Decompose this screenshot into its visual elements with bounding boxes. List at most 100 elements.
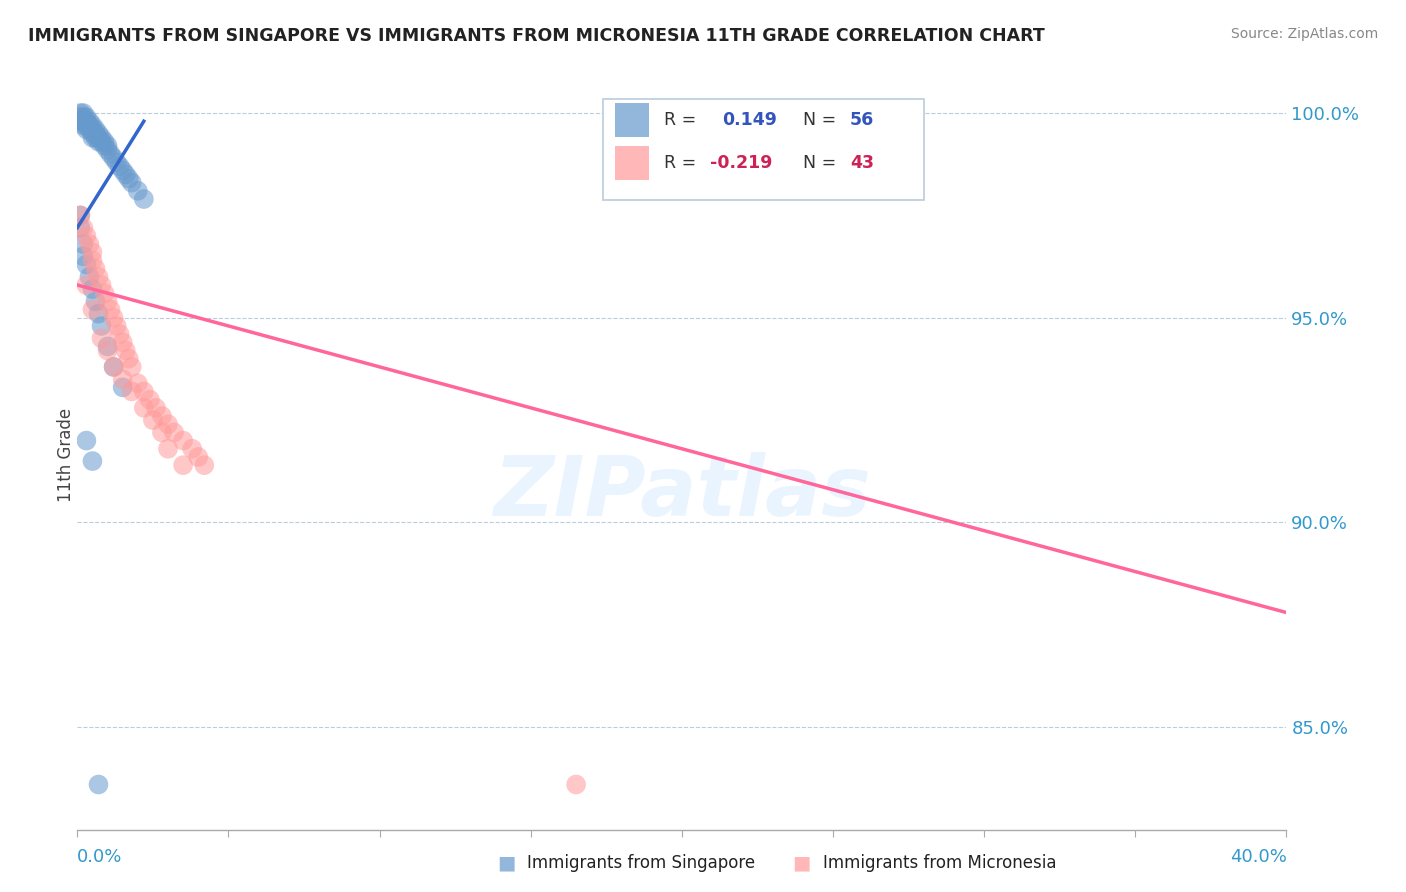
Point [187, 450, 209, 464]
Text: 40.0%: 40.0% [1230, 848, 1286, 866]
Point [132, 192, 155, 206]
Point [114, 168, 136, 182]
Point [145, 401, 167, 415]
Point [96, 339, 118, 353]
Point [72, 114, 94, 128]
Point [75, 434, 97, 448]
Point [84, 261, 107, 276]
Point [142, 413, 165, 427]
Point [84, 127, 107, 141]
Point [121, 359, 143, 374]
Point [150, 409, 173, 423]
Point [103, 359, 125, 374]
Point [84, 122, 107, 136]
Point [114, 343, 136, 358]
FancyBboxPatch shape [616, 103, 650, 136]
Text: R =: R = [664, 111, 707, 129]
Point [96, 138, 118, 153]
Point [87, 778, 110, 792]
Point [108, 159, 131, 173]
Point [79, 114, 101, 128]
Point [82, 454, 104, 468]
Point [121, 176, 143, 190]
Point [79, 237, 101, 252]
Text: IMMIGRANTS FROM SINGAPORE VS IMMIGRANTS FROM MICRONESIA 11TH GRADE CORRELATION C: IMMIGRANTS FROM SINGAPORE VS IMMIGRANTS … [28, 27, 1045, 45]
Point [79, 269, 101, 284]
Text: Immigrants from Singapore: Immigrants from Singapore [527, 855, 755, 872]
Point [69, 208, 91, 222]
Text: -0.219: -0.219 [710, 153, 772, 171]
Point [100, 302, 122, 317]
Point [75, 122, 97, 136]
Point [111, 380, 134, 394]
FancyBboxPatch shape [603, 99, 924, 200]
Point [84, 130, 107, 145]
Point [79, 122, 101, 136]
Point [157, 442, 180, 456]
Point [181, 442, 204, 456]
Point [90, 331, 112, 345]
Point [82, 253, 104, 268]
Text: Source: ZipAtlas.com: Source: ZipAtlas.com [1230, 27, 1378, 41]
Point [90, 130, 112, 145]
Point [127, 184, 149, 198]
Point [96, 343, 118, 358]
Point [111, 163, 134, 178]
Point [87, 307, 110, 321]
Point [69, 220, 91, 235]
Point [103, 310, 125, 325]
Point [87, 269, 110, 284]
Point [150, 425, 173, 440]
Point [87, 130, 110, 145]
Point [72, 237, 94, 252]
Point [96, 294, 118, 309]
Point [75, 258, 97, 272]
Point [103, 151, 125, 165]
Point [157, 417, 180, 432]
Point [132, 384, 155, 399]
Point [79, 118, 101, 132]
Point [118, 171, 141, 186]
Point [75, 278, 97, 293]
Point [90, 278, 112, 293]
Point [93, 135, 115, 149]
Point [72, 118, 94, 132]
Text: 0.149: 0.149 [721, 111, 776, 129]
Point [75, 228, 97, 243]
Point [87, 127, 110, 141]
Point [69, 106, 91, 120]
Point [72, 106, 94, 120]
Text: 56: 56 [851, 111, 875, 129]
Text: ■: ■ [792, 854, 811, 872]
Text: N =: N = [792, 153, 842, 171]
Point [132, 401, 155, 415]
Point [82, 122, 104, 136]
Point [100, 147, 122, 161]
Point [193, 458, 215, 472]
Point [72, 249, 94, 263]
Text: 43: 43 [851, 153, 875, 171]
Point [118, 351, 141, 366]
Point [172, 434, 194, 448]
Point [82, 127, 104, 141]
Point [93, 286, 115, 301]
Point [103, 359, 125, 374]
Point [69, 114, 91, 128]
Y-axis label: 11th Grade: 11th Grade [58, 408, 75, 502]
Text: ■: ■ [496, 854, 516, 872]
Point [82, 130, 104, 145]
Point [105, 318, 128, 333]
Point [84, 294, 107, 309]
Point [108, 327, 131, 342]
Point [172, 458, 194, 472]
Point [69, 208, 91, 222]
Point [72, 220, 94, 235]
Point [139, 392, 162, 407]
Point [82, 282, 104, 296]
Point [82, 245, 104, 260]
Point [75, 114, 97, 128]
Point [75, 118, 97, 132]
Point [82, 118, 104, 132]
Point [82, 302, 104, 317]
Text: N =: N = [792, 111, 842, 129]
